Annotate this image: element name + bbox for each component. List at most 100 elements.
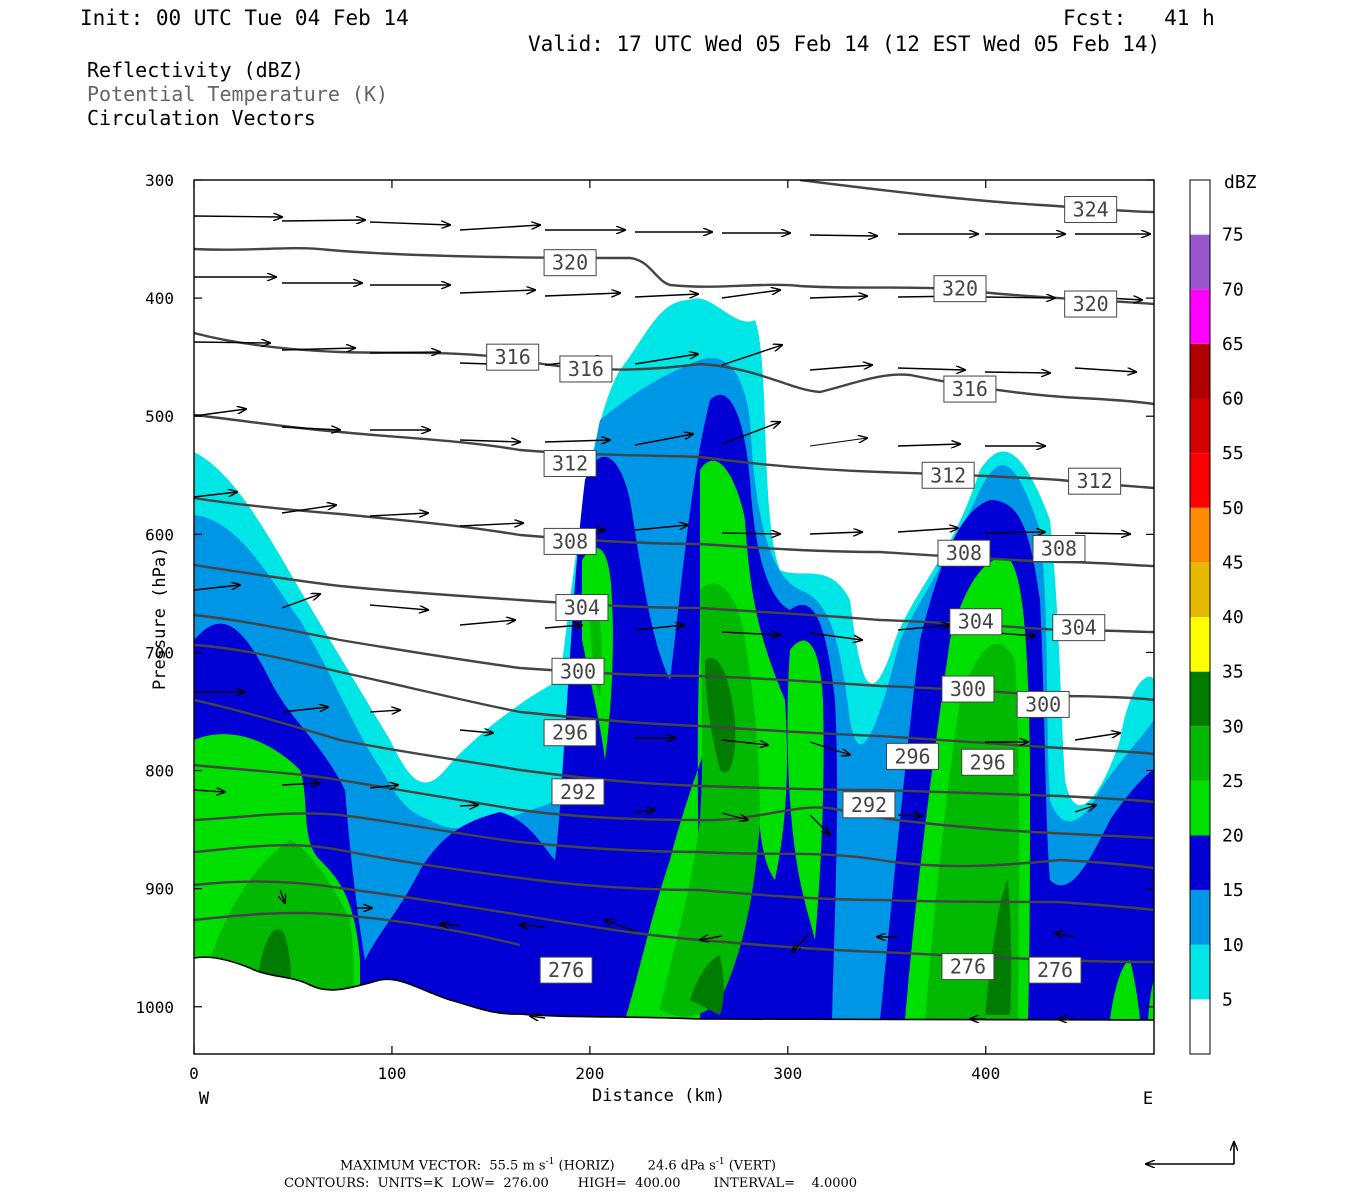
- theta-label: 304: [1052, 614, 1106, 642]
- circulation-vector: [544, 625, 582, 628]
- colorbar-label: 35: [1222, 662, 1244, 683]
- colorbar-label: 60: [1222, 389, 1244, 410]
- valid-time: Valid: 17 UTC Wed 05 Feb 14 (12 EST Wed …: [528, 32, 1161, 56]
- circulation-vector: [440, 924, 461, 926]
- circulation-vector: [897, 815, 922, 816]
- colorbar-label: 30: [1222, 716, 1244, 737]
- theta-label: 276: [1028, 956, 1082, 984]
- circulation-vector: [809, 365, 872, 371]
- theta-label-text: 324: [1073, 198, 1109, 222]
- circulation-vector: [1074, 733, 1120, 741]
- terrain-surface-line: [193, 956, 1155, 1021]
- theta-contour-296: [194, 643, 1154, 756]
- colorbar-swatch: [1190, 343, 1210, 399]
- theta-contour-280: [194, 843, 1154, 912]
- colorbar-swatch: [1190, 180, 1210, 235]
- theta-contour-304: [194, 563, 1154, 634]
- circulation-vector: [194, 492, 237, 498]
- forecast-hour: Fcst: 41 h: [1063, 6, 1215, 30]
- theta-label: 304: [949, 608, 1003, 636]
- theta-label-text: 320: [942, 277, 978, 301]
- circulation-vector: [721, 533, 780, 534]
- theta-label-text: 300: [950, 677, 986, 701]
- circulation-vector: [792, 932, 811, 952]
- y-tick-label: 800: [145, 762, 174, 781]
- theta-label-text: 300: [560, 659, 596, 683]
- theta-contour-288: [194, 763, 1154, 840]
- axes: 0 100 200 300 400 W E 300 400 500 600 700 800 900 1000: [135, 171, 1154, 1109]
- x-tick-label: 200: [575, 1064, 604, 1083]
- colorbar-label: 70: [1222, 279, 1244, 300]
- circulation-vector: [369, 222, 450, 225]
- y-axis-title: Pressure (hPa): [150, 546, 170, 690]
- colorbar-swatch: [1190, 617, 1210, 672]
- circulation-vector: [281, 427, 340, 430]
- refl-20dbz-region: [787, 640, 824, 940]
- theta-label-text: 292: [560, 780, 596, 804]
- init-time: Init: 00 UTC Tue 04 Feb 14: [80, 6, 409, 30]
- circulation-vector: [281, 783, 320, 785]
- theta-label: 292: [842, 791, 896, 819]
- refl-25dbz-region: [925, 643, 1020, 1020]
- circulation-vector: [194, 216, 282, 217]
- circulation-vector: [459, 290, 535, 293]
- circulation-vector: [1055, 933, 1076, 937]
- theta-label: 296: [886, 742, 940, 770]
- circulation-vector: [1074, 367, 1136, 372]
- theta-label: 292: [551, 778, 605, 806]
- theta-label-text: 296: [552, 721, 588, 745]
- circulation-vector: [721, 290, 780, 299]
- theta-label-text: 296: [970, 750, 1006, 774]
- refl-30dbz-region: [705, 658, 736, 773]
- circulation-vector: [194, 790, 225, 792]
- circulation-vector: [605, 920, 636, 932]
- circulation-vector: [721, 739, 768, 745]
- colorbar-label: 20: [1222, 826, 1244, 847]
- theta-label: 300: [1016, 690, 1070, 718]
- theta-contour-324: [799, 180, 1154, 214]
- colorbar-swatch: [1190, 999, 1210, 1054]
- theta-label-text: 312: [930, 463, 966, 487]
- circulation-vector: [369, 513, 428, 516]
- y-tick-label: 700: [145, 643, 174, 662]
- circulation-vector: [194, 342, 270, 343]
- circulation-vector: [634, 294, 698, 297]
- theta-label-box: [1064, 196, 1118, 224]
- theta-label-box: [937, 539, 991, 567]
- reflectivity-shading: [194, 298, 1154, 1021]
- circulation-vector: [459, 620, 515, 626]
- theta-label-box: [543, 449, 597, 477]
- theta-label: 312: [1068, 467, 1122, 495]
- theta-label: 320: [933, 275, 987, 303]
- circulation-vector: [459, 730, 493, 733]
- circulation-vector: [280, 889, 285, 903]
- colorbar-swatch: [1190, 289, 1210, 344]
- colorbar-label: 65: [1222, 334, 1244, 355]
- theta-label: 308: [1032, 534, 1086, 562]
- circulation-vector: [194, 585, 240, 591]
- circulation-vector: [809, 632, 862, 640]
- refl-30dbz-region: [985, 880, 1012, 1015]
- colorbar-swatch: [1190, 398, 1210, 454]
- circulation-vector: [984, 297, 1055, 298]
- theta-label: 320: [543, 249, 597, 277]
- theta-label-text: 316: [568, 357, 604, 381]
- circulation-vector: [369, 352, 440, 353]
- refl-20dbz-region: [1148, 980, 1154, 1020]
- theta-label-text: 304: [958, 610, 994, 634]
- colorbar-title: dBZ: [1224, 172, 1257, 193]
- contour-info-text: CONTOURS: UNITS=K LOW= 276.00 HIGH= 400.…: [284, 1176, 858, 1191]
- circulation-vector: [634, 525, 688, 531]
- terrain-surface-mask: [194, 957, 1154, 1054]
- circulation-vector: [984, 532, 1045, 533]
- colorbar: dBZ 5 10 15 20 25 30 35 40 45 50 55 60 65 70 75: [1189, 172, 1257, 1055]
- theta-label-text: 320: [1073, 292, 1109, 316]
- colorbar-swatch: [1190, 944, 1210, 1000]
- colorbar-label: 10: [1222, 935, 1244, 956]
- theta-label-box: [1032, 534, 1086, 562]
- circulation-vector: [281, 707, 328, 713]
- circulation-vector: [1074, 533, 1130, 534]
- colorbar-label: 40: [1222, 607, 1244, 628]
- theta-label: 308: [937, 539, 991, 567]
